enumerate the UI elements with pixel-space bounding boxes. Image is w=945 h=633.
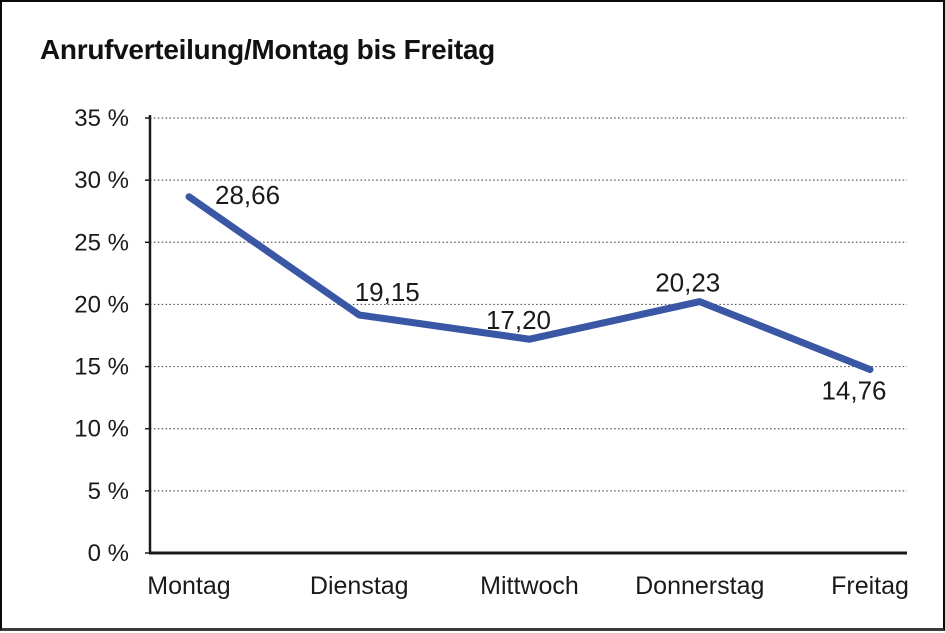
x-category-label: Dienstag	[310, 572, 409, 600]
y-tick-label: 35 %	[74, 105, 129, 132]
y-tick-label: 30 %	[74, 167, 129, 194]
y-tick-label: 0 %	[88, 540, 129, 567]
x-category-label: Donnerstag	[635, 572, 764, 600]
data-point-label: 17,20	[486, 305, 551, 335]
y-tick-label: 10 %	[74, 416, 129, 443]
y-tick-label: 15 %	[74, 354, 129, 381]
x-category-label: Montag	[147, 572, 230, 600]
data-point-label: 14,76	[821, 376, 886, 406]
chart-title: Anrufverteilung/Montag bis Freitag	[40, 34, 495, 65]
y-tick-label: 5 %	[88, 478, 129, 505]
y-tick-label: 20 %	[74, 291, 129, 318]
data-point-label: 19,15	[355, 277, 420, 307]
x-category-label: Freitag	[831, 572, 909, 600]
y-tick-label: 25 %	[74, 229, 129, 256]
data-series-line	[185, 193, 874, 374]
data-point-label: 20,23	[655, 268, 720, 298]
x-category-label: Mittwoch	[480, 572, 579, 600]
data-point-label: 28,66	[215, 180, 280, 210]
